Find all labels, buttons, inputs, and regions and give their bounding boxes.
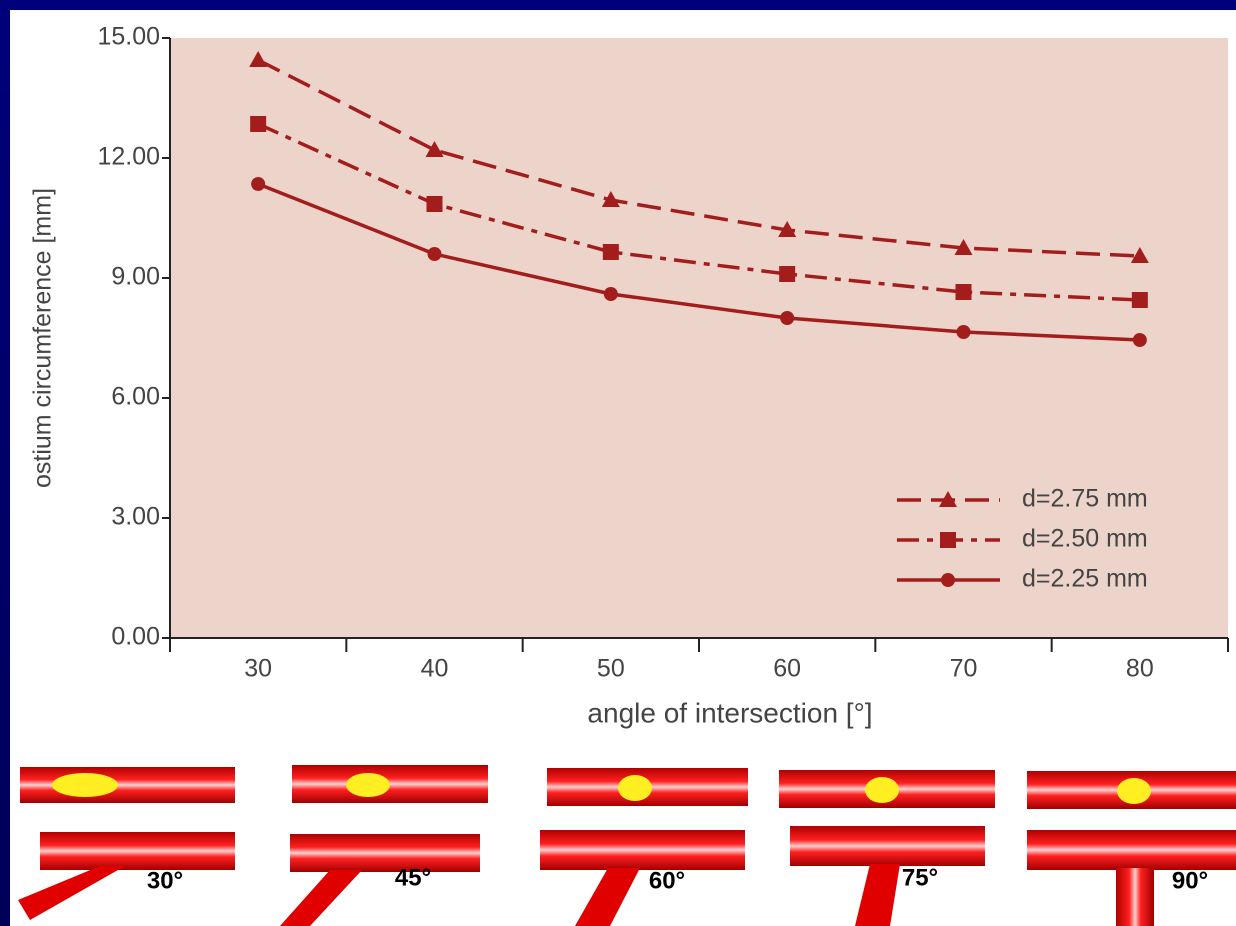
x-tick-label: 30 — [244, 655, 272, 683]
x-tick-label: 70 — [950, 655, 978, 683]
marker — [939, 491, 957, 507]
marker — [779, 266, 796, 282]
ostium — [346, 773, 390, 797]
marker — [250, 116, 267, 132]
marker — [941, 573, 955, 587]
tube — [1027, 830, 1236, 870]
marker — [956, 325, 971, 339]
series-line — [257, 122, 1140, 302]
x-axis-label: angle of intersection [°] — [587, 697, 872, 728]
branch — [1116, 868, 1154, 926]
tube — [40, 832, 235, 870]
tube — [790, 826, 985, 866]
branch — [18, 866, 125, 920]
x-tick-label: 80 — [1126, 655, 1154, 683]
ostium — [618, 775, 652, 801]
marker — [251, 177, 266, 191]
marker — [603, 287, 618, 301]
ostium — [1117, 778, 1151, 804]
y-axis-label: ostium circumference [mm] — [29, 188, 57, 488]
legend-label: d=2.50 mm — [1022, 525, 1148, 553]
marker — [954, 239, 973, 255]
illustration: 30° 45° 60° 75° 90° — [18, 765, 1236, 926]
x-tick-label: 40 — [421, 655, 449, 683]
branch — [280, 870, 362, 926]
tube — [290, 834, 480, 872]
angle-label: 90° — [1172, 867, 1208, 894]
y-tick-label: 9.00 — [111, 263, 160, 291]
angle-label: 75° — [902, 864, 938, 891]
marker — [1130, 247, 1149, 263]
branch — [855, 864, 900, 926]
marker — [940, 532, 956, 548]
legend-label: d=2.25 mm — [1022, 565, 1148, 593]
marker — [426, 196, 443, 212]
y-tick-label: 3.00 — [111, 503, 160, 531]
angle-label: 30° — [147, 867, 183, 894]
legend-label: d=2.75 mm — [1022, 485, 1148, 513]
x-tick-label: 60 — [773, 655, 801, 683]
ostium — [865, 777, 899, 803]
marker — [427, 247, 442, 261]
y-tick-label: 0.00 — [111, 623, 160, 651]
marker — [955, 284, 972, 300]
tube — [292, 765, 488, 803]
y-tick-label: 6.00 — [111, 383, 160, 411]
y-tick-label: 12.00 — [97, 143, 160, 171]
marker — [601, 191, 620, 207]
marker — [249, 51, 268, 67]
marker — [1132, 333, 1147, 347]
plot-area — [170, 38, 1228, 638]
x-tick-label: 50 — [597, 655, 625, 683]
marker — [780, 311, 795, 325]
marker — [778, 221, 797, 237]
angle-label: 60° — [649, 867, 685, 894]
y-tick-label: 15.00 — [97, 23, 160, 51]
tube — [540, 830, 745, 870]
branch — [575, 868, 640, 926]
marker — [425, 141, 444, 157]
series-line — [257, 58, 1140, 258]
angle-label: 45° — [395, 864, 431, 891]
ostium — [52, 773, 118, 797]
marker — [1131, 292, 1148, 308]
marker — [602, 244, 619, 260]
series-line — [257, 182, 1140, 342]
